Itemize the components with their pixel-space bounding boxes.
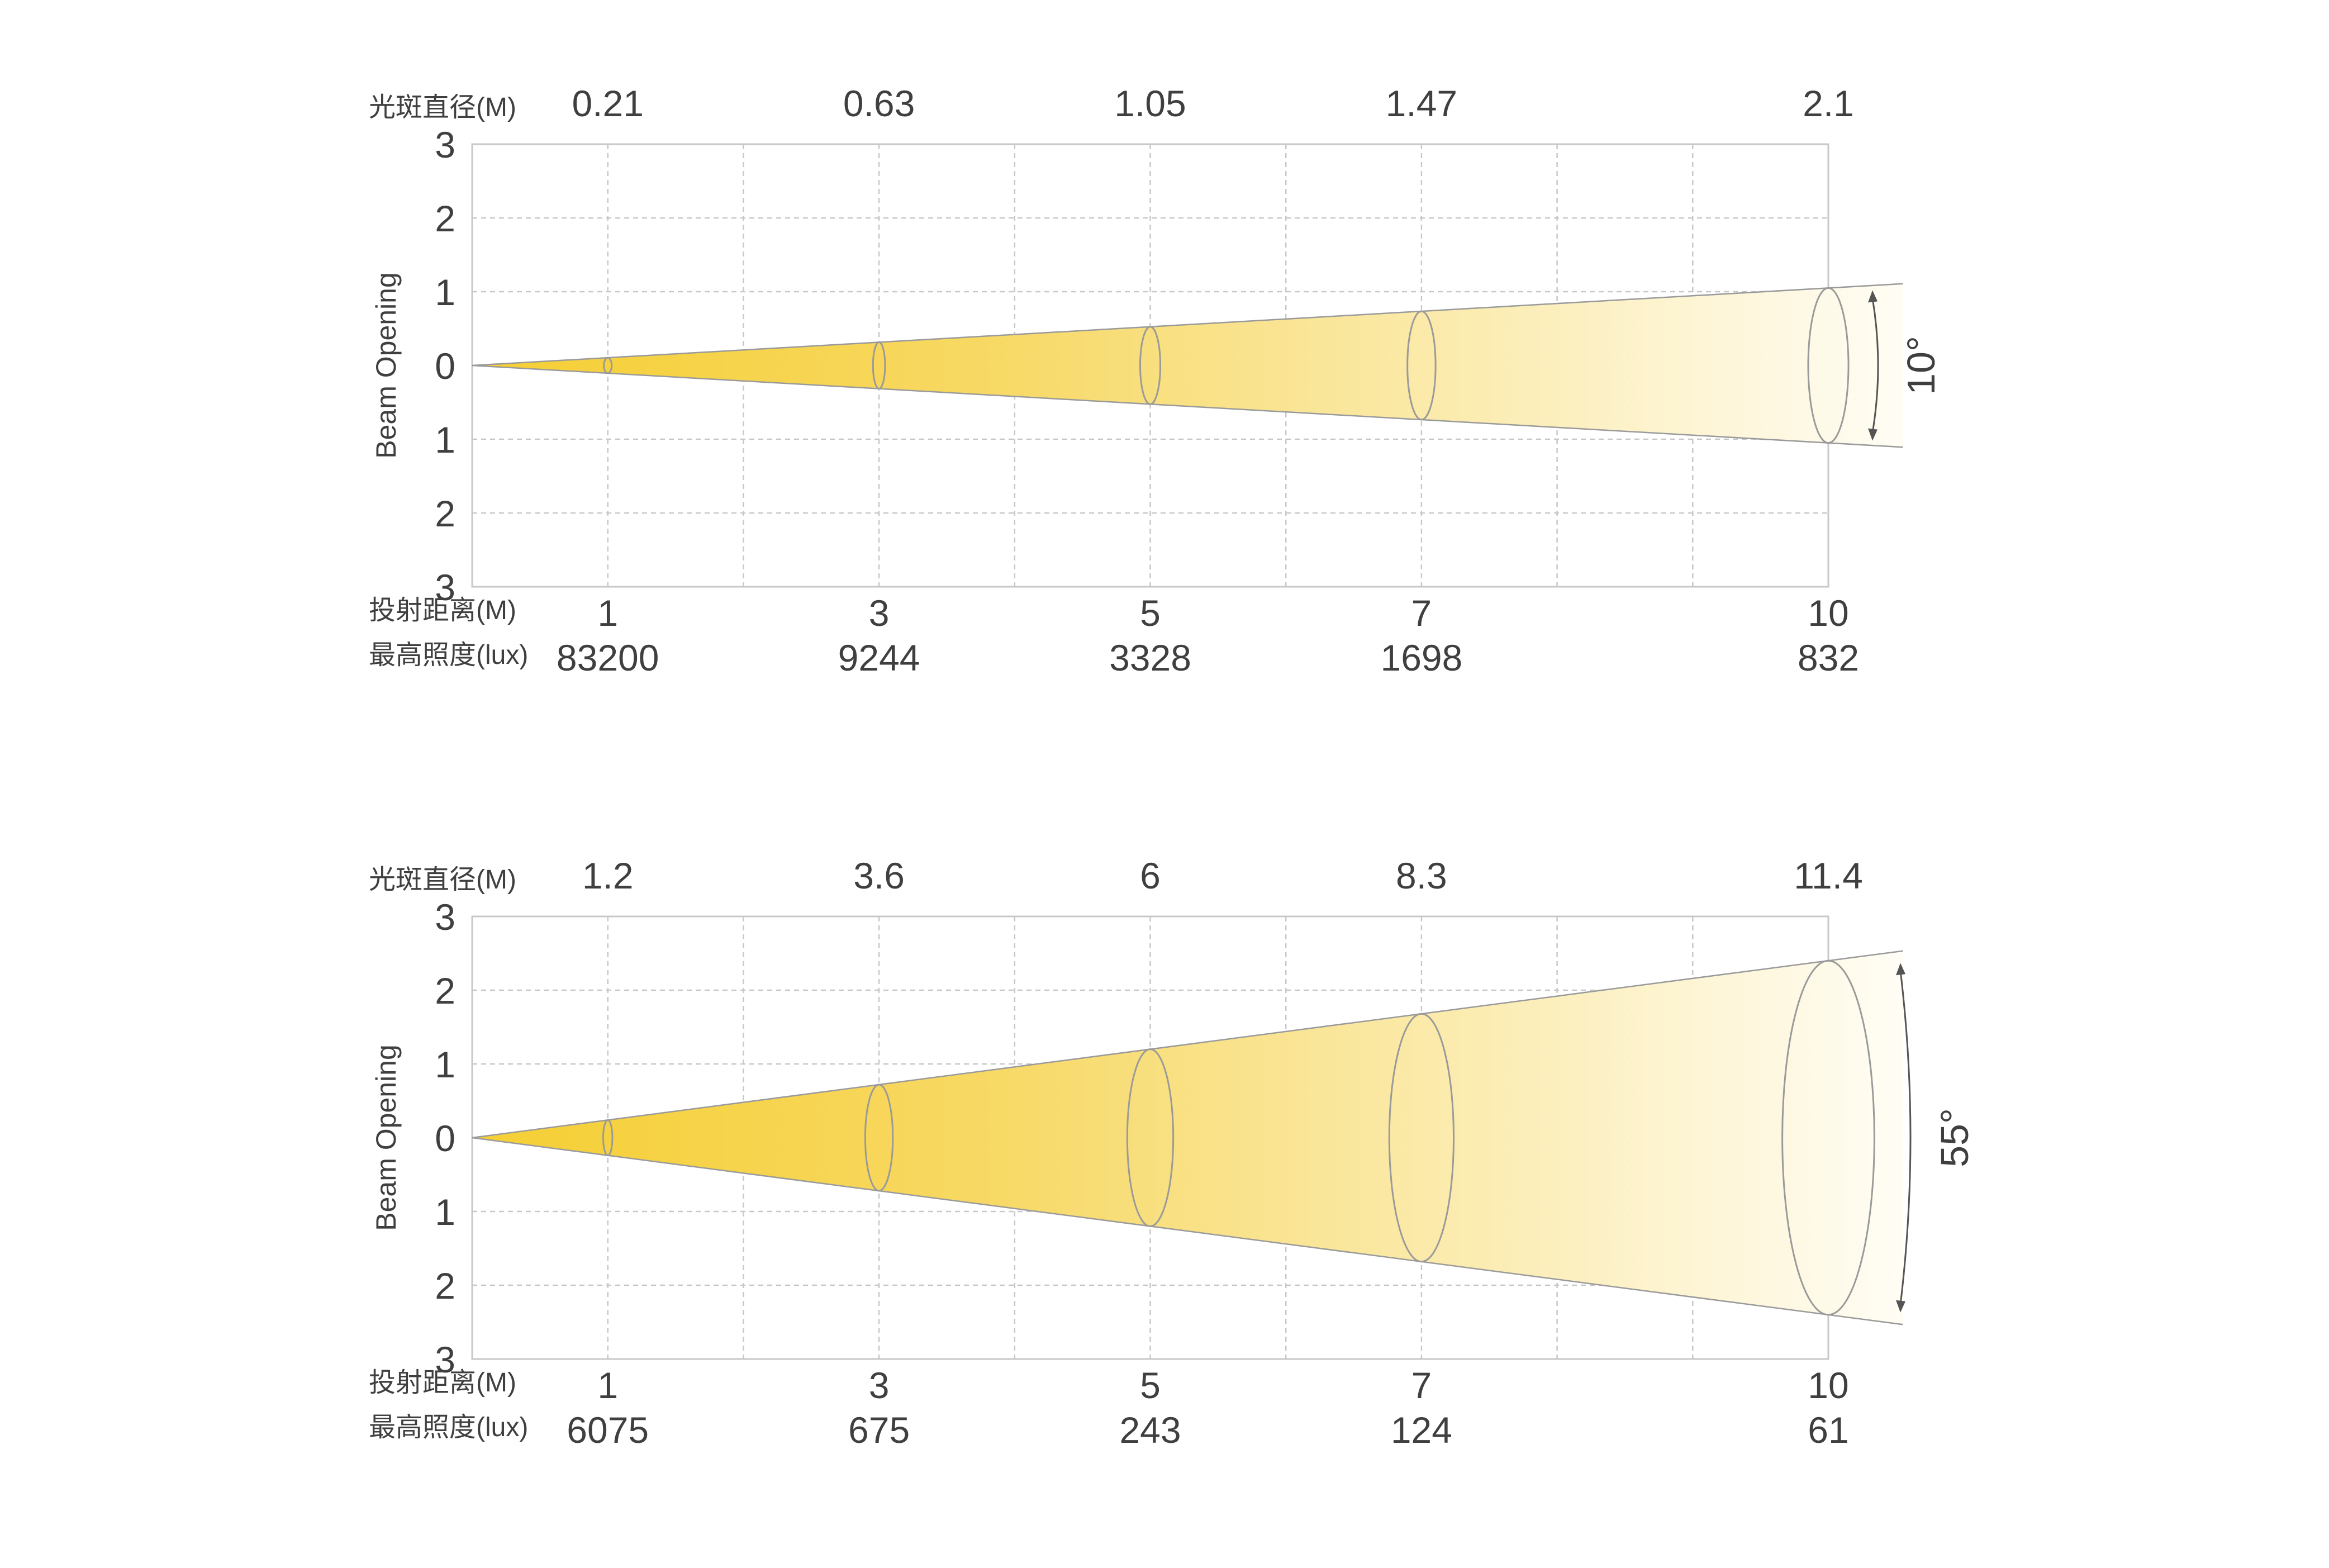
- spot-ellipse: [1807, 287, 1850, 444]
- spot-diameter-value: 0.21: [572, 83, 643, 124]
- y-tick-label: 1: [435, 1044, 455, 1085]
- spot-diameter-value: 1.05: [1114, 83, 1186, 124]
- arrowhead-up-icon: [1868, 290, 1878, 303]
- beam-angle-label: 55°: [1933, 1108, 1976, 1167]
- spot-ellipse: [1139, 326, 1162, 405]
- distance-row-label: 投射距离(M): [369, 1368, 516, 1398]
- spot-diameter-value: 6: [1140, 855, 1161, 896]
- spot-ellipse: [1126, 1048, 1175, 1227]
- y-tick-label: 2: [435, 970, 455, 1011]
- distance-value: 1: [597, 1365, 618, 1406]
- illuminance-value: 3328: [1109, 637, 1191, 678]
- beam-cone-fill: [472, 283, 1903, 448]
- illuminance-value: 124: [1391, 1409, 1452, 1451]
- spot-ellipse: [602, 1119, 614, 1157]
- spot-diameter-row-label: 光斑直径(M): [369, 93, 516, 122]
- beam-edge-lower: [472, 364, 1903, 448]
- arrowhead-up-icon: [1896, 963, 1905, 976]
- y-tick-label: 1: [435, 272, 455, 313]
- y-tick-label: 0: [435, 1118, 455, 1159]
- y-tick-label: 3: [435, 896, 455, 938]
- y-tick-label: 3: [435, 567, 455, 608]
- beam-angle-arc: [1871, 298, 1879, 433]
- distance-value: 3: [869, 1365, 890, 1406]
- arrowhead-down-icon: [1868, 428, 1878, 441]
- distance-value: 10: [1808, 592, 1848, 634]
- spot-diameter-value: 3.6: [853, 855, 905, 896]
- distance-value: 5: [1140, 592, 1161, 634]
- spot-diameter-value: 1.2: [582, 855, 634, 896]
- arrowhead-down-icon: [1896, 1300, 1905, 1313]
- spot-ellipse: [864, 1084, 894, 1192]
- spot-ellipse: [1406, 310, 1437, 421]
- distance-value: 7: [1411, 1365, 1432, 1406]
- spot-diameter-value: 11.4: [1794, 855, 1863, 896]
- illuminance-value: 243: [1119, 1409, 1181, 1451]
- spot-diameter-value: 1.47: [1386, 83, 1457, 124]
- beam-cone-fill: [472, 951, 1903, 1325]
- beam-angle-arc: [1899, 971, 1912, 1305]
- y-tick-label: 2: [435, 493, 455, 534]
- spot-diameter-value: 2.1: [1803, 83, 1854, 124]
- spot-diameter-row-label: 光斑直径(M): [369, 865, 516, 895]
- y-tick-label: 3: [435, 124, 455, 165]
- distance-value: 5: [1140, 1365, 1161, 1406]
- illuminance-value: 61: [1808, 1409, 1848, 1451]
- distance-value: 1: [597, 592, 618, 634]
- beam-edge-upper: [472, 283, 1903, 367]
- y-tick-label: 1: [435, 1191, 455, 1233]
- beam-angle-label: 10°: [1899, 336, 1943, 395]
- y-tick-label: 2: [435, 198, 455, 239]
- beam-edge-upper: [472, 950, 1903, 1139]
- spot-diameter-value: 8.3: [1396, 855, 1447, 896]
- spot-ellipse: [1781, 959, 1875, 1316]
- spot-ellipse: [1388, 1013, 1455, 1263]
- y-tick-label: 2: [435, 1265, 455, 1306]
- illuminance-value: 1698: [1380, 637, 1462, 678]
- y-tick-label: 1: [435, 419, 455, 460]
- illuminance-value: 9244: [838, 637, 920, 678]
- illuminance-row-label: 最高照度(lux): [369, 640, 528, 670]
- distance-value: 10: [1808, 1365, 1848, 1406]
- beam-edge-lower: [472, 1137, 1903, 1325]
- illuminance-row-label: 最高照度(lux): [369, 1413, 528, 1442]
- y-tick-label: 3: [435, 1339, 455, 1380]
- spot-diameter-value: 0.63: [843, 83, 915, 124]
- distance-value: 7: [1411, 592, 1432, 634]
- spot-ellipse: [603, 357, 613, 374]
- distance-row-label: 投射距离(M): [369, 596, 516, 625]
- y-tick-label: 0: [435, 345, 455, 387]
- y-axis-label: Beam Opening: [370, 272, 402, 459]
- illuminance-value: 675: [848, 1409, 910, 1451]
- illuminance-value: 832: [1798, 637, 1859, 678]
- distance-value: 3: [869, 592, 890, 634]
- illuminance-value: 6075: [567, 1409, 649, 1451]
- illuminance-value: 83200: [557, 637, 659, 678]
- spot-ellipse: [872, 341, 886, 390]
- y-axis-label: Beam Opening: [370, 1044, 402, 1231]
